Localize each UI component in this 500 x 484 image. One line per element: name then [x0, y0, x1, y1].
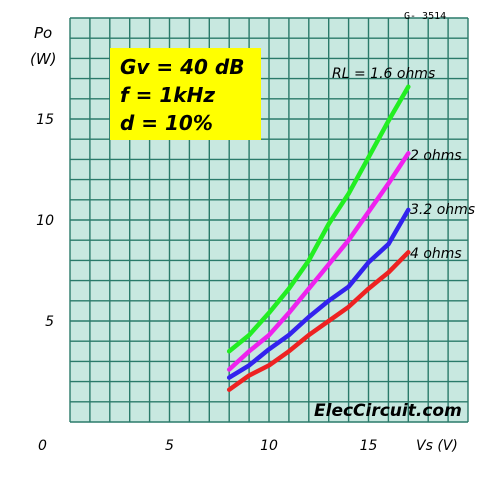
series-label: RL = 1.6 ohms	[332, 66, 435, 82]
conditions-box: Gv = 40 dB f = 1kHz d = 10%	[110, 48, 261, 140]
series-line	[226, 250, 411, 392]
x-tick-label: 5	[165, 438, 174, 454]
series-label: 3.2 ohms	[410, 202, 475, 218]
y-axis-label: Po	[34, 24, 52, 42]
x-tick-label: 10	[260, 438, 278, 454]
condition-distortion: d = 10%	[120, 111, 213, 135]
watermark: ElecCircuit.com	[314, 401, 462, 421]
y-tick-labels: 5 10 15	[36, 112, 54, 330]
series-lines	[226, 84, 411, 392]
x-tick-labels: 5 10 15	[165, 438, 377, 454]
condition-gain: Gv = 40 dB	[120, 55, 245, 79]
series-labels: RL = 1.6 ohms 2 ohms 3.2 ohms 4 ohms	[332, 66, 475, 262]
series-label: 2 ohms	[410, 148, 462, 164]
y-tick-label: 5	[45, 314, 54, 330]
series-label: 4 ohms	[410, 246, 462, 262]
series-line	[226, 84, 411, 354]
series-line	[226, 151, 411, 372]
condition-frequency: f = 1kHz	[120, 83, 215, 107]
origin-label: 0	[38, 438, 47, 454]
y-tick-label: 15	[36, 112, 54, 128]
x-axis-label: Vs (V)	[416, 438, 458, 454]
series-line	[226, 207, 411, 380]
conditions-box-bg	[110, 48, 261, 140]
y-axis-unit: (W)	[30, 50, 57, 68]
y-tick-label: 10	[36, 213, 54, 229]
figure-code: G- 3514	[404, 11, 446, 22]
x-tick-label: 15	[360, 438, 378, 454]
